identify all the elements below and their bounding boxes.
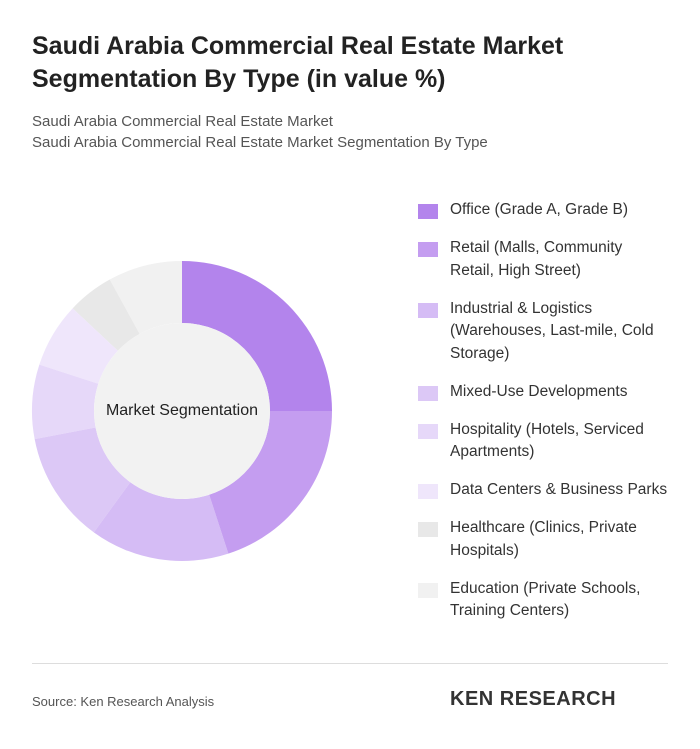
legend-swatch: [418, 582, 438, 598]
divider: [32, 663, 668, 664]
legend-item: Education (Private Schools, Training Cen…: [418, 578, 678, 623]
subtitle: Saudi Arabia Commercial Real Estate Mark…: [32, 113, 333, 130]
legend-label: Education (Private Schools, Training Cen…: [450, 579, 641, 620]
donut-slice: [209, 411, 332, 554]
donut-slice: [31, 364, 99, 440]
brand-logo: KEN RESEARCH: [450, 688, 617, 710]
source: Source: Ken Research Analysis: [32, 694, 215, 709]
legend-swatch: [418, 302, 438, 318]
legend-label: Office (Grade A, Grade B): [450, 201, 629, 218]
center-label: Market Segmentation: [106, 402, 258, 419]
donut-hole: [94, 323, 270, 499]
legend-item: Healthcare (Clinics, Private Hospitals): [418, 517, 678, 562]
legend-swatch: [418, 423, 438, 439]
subtitle: Saudi Arabia Commercial Real Estate Mark…: [32, 134, 488, 151]
legend-label: Healthcare (Clinics, Private Hospitals): [450, 519, 637, 559]
donut-slice: [39, 308, 118, 384]
donut-slice: [182, 261, 332, 411]
donut-slice: [72, 279, 140, 351]
legend-item: Industrial & Logistics (Warehouses, Last…: [418, 298, 678, 366]
legend-label: Data Centers & Business Parks: [450, 481, 668, 498]
donut-chart: Market Segmentation: [31, 261, 332, 561]
legend-item: Office (Grade A, Grade B): [418, 199, 678, 222]
legend: Office (Grade A, Grade B) Retail (Malls, …: [418, 199, 678, 638]
legend-swatch: [418, 522, 438, 537]
legend-swatch: [418, 242, 438, 257]
donut-slice: [109, 261, 182, 334]
legend-label: Industrial & Logistics (Warehouses, Last…: [450, 299, 654, 362]
legend-label: Hospitality (Hotels, Serviced Apartments…: [450, 420, 644, 461]
legend-label: Retail (Malls, Community Retail, High St…: [450, 239, 623, 279]
legend-item: Hospitality (Hotels, Serviced Apartments…: [418, 419, 678, 464]
legend-swatch: [418, 484, 438, 499]
legend-swatch: [418, 204, 438, 219]
legend-item: Mixed-Use Developments: [418, 381, 678, 404]
chart-title: Saudi Arabia Commercial Real Estate Mark…: [32, 32, 564, 93]
legend-item: Data Centers & Business Parks: [418, 479, 678, 502]
legend-label: Mixed-Use Developments: [450, 382, 628, 400]
donut-slice: [93, 482, 229, 561]
donut-slice: [34, 427, 131, 533]
legend-swatch: [418, 385, 438, 401]
legend-item: Retail (Malls, Community Retail, High St…: [418, 237, 678, 282]
